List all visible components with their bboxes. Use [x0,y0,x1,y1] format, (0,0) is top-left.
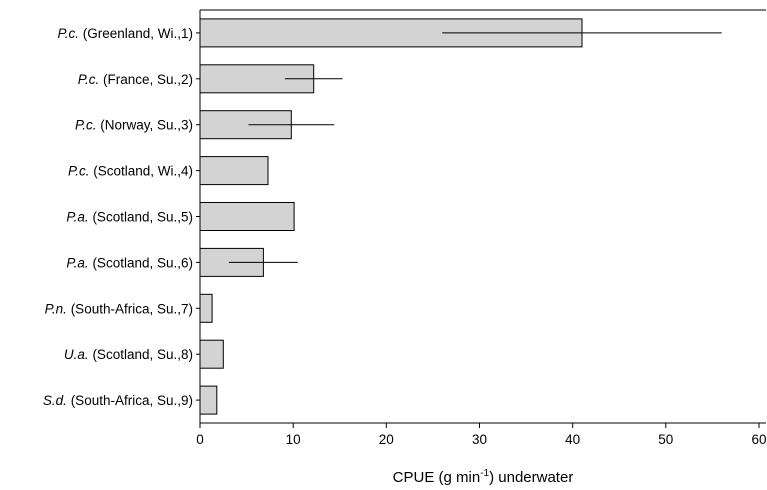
bar [199,202,295,231]
bar [199,293,213,323]
bar [199,156,269,186]
category-labels-layer: P.c. (Greenland, Wi.,1) P.c. (France, Su.… [43,26,200,408]
category-label: U.a. (Scotland, Su.,8) [64,347,193,362]
x-tick-label: 60 [751,432,766,447]
category-label: P.c. (Greenland, Wi.,1) [57,26,193,41]
category-label: P.a. (Scotland, Su.,5) [66,210,193,225]
x-axis-title: CPUE (g min-1) underwater [393,468,574,486]
category-label: P.c. (France, Su.,2) [78,72,193,87]
category-label: S.d. (South-Africa, Su.,9) [43,393,193,408]
bar [199,385,218,415]
x-ticks-layer: 0 10 20 30 40 50 60 [196,423,767,447]
x-tick-label: 20 [379,432,394,447]
category-label: P.a. (Scotland, Su.,6) [66,255,193,270]
category-label: P.n. (South-Africa, Su.,7) [45,301,193,316]
category-label: P.c. (Scotland, Wi.,4) [68,164,193,179]
x-tick-label: 10 [286,432,301,447]
x-tick-label: 0 [196,432,204,447]
bars-layer [199,18,583,415]
x-tick-label: 40 [565,432,580,447]
x-tick-label: 30 [472,432,487,447]
x-tick-label: 50 [658,432,673,447]
category-label: P.c. (Norway, Su.,3) [75,118,193,133]
error-bars-layer [228,32,722,263]
bar [199,339,224,369]
